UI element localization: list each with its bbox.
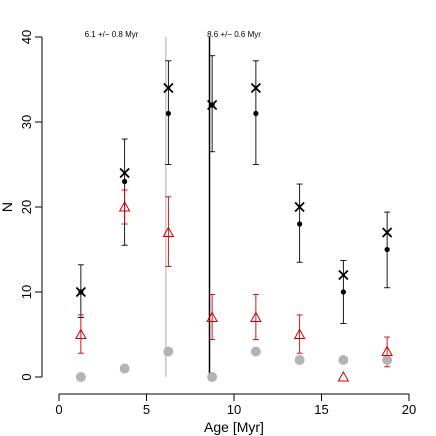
triangle-data-point <box>293 328 306 339</box>
x-tick-label: 0 <box>55 402 62 417</box>
gray-data-point <box>207 372 218 382</box>
x-tick-label: 5 <box>143 402 150 417</box>
age-annotation: 6.1 +/− 0.8 Myr <box>85 30 139 39</box>
black-data-point <box>253 110 259 117</box>
annotations: 6.1 +/− 0.8 Myr 8.6 +/− 0.6 Myr <box>85 30 262 39</box>
cross-data-point <box>338 269 349 281</box>
x-tick-label: 10 <box>227 402 241 417</box>
y-tick-label: 20 <box>19 200 34 214</box>
gray-data-point <box>119 363 130 374</box>
gray-data-point <box>294 355 305 365</box>
triangle-data-point <box>337 370 350 382</box>
gray-data-point <box>382 355 393 365</box>
cross-data-point <box>119 167 130 179</box>
age-annotation: 8.6 +/− 0.6 Myr <box>207 30 261 39</box>
x-ticks: 0 5 10 15 20 <box>55 394 416 417</box>
points-layer <box>75 82 393 382</box>
black-data-point <box>122 178 128 185</box>
cross-data-point <box>294 201 305 213</box>
triangle-data-point <box>75 328 87 339</box>
gray-data-point <box>250 346 261 357</box>
triangle-data-point <box>381 345 393 356</box>
black-data-point <box>165 110 171 117</box>
gray-data-point <box>163 346 174 357</box>
y-ticks: 0 10 20 30 40 <box>19 30 42 381</box>
triangle-data-point <box>118 200 131 212</box>
y-tick-label: 0 <box>19 373 34 380</box>
triangle-data-point <box>206 311 218 322</box>
x-axis-title: Age [Myr] <box>204 419 264 435</box>
cross-data-point <box>381 227 393 238</box>
triangle-data-point <box>250 311 262 322</box>
cross-data-point <box>163 82 174 94</box>
cross-data-point <box>206 99 218 111</box>
x-tick-label: 15 <box>314 402 328 417</box>
gray-data-point <box>338 355 349 365</box>
y-tick-label: 30 <box>19 115 34 129</box>
black-data-point <box>297 221 303 227</box>
black-data-point <box>340 289 346 295</box>
gray-data-point <box>75 372 86 382</box>
cross-data-point <box>250 82 262 94</box>
triangle-data-point <box>162 226 175 237</box>
y-tick-label: 40 <box>19 30 34 44</box>
vertical-lines-layer <box>165 37 211 377</box>
black-data-point <box>384 246 390 253</box>
x-tick-label: 20 <box>402 402 416 417</box>
y-axis-title: N <box>0 202 15 212</box>
cross-data-point <box>75 286 87 298</box>
y-tick-label: 10 <box>19 285 34 299</box>
